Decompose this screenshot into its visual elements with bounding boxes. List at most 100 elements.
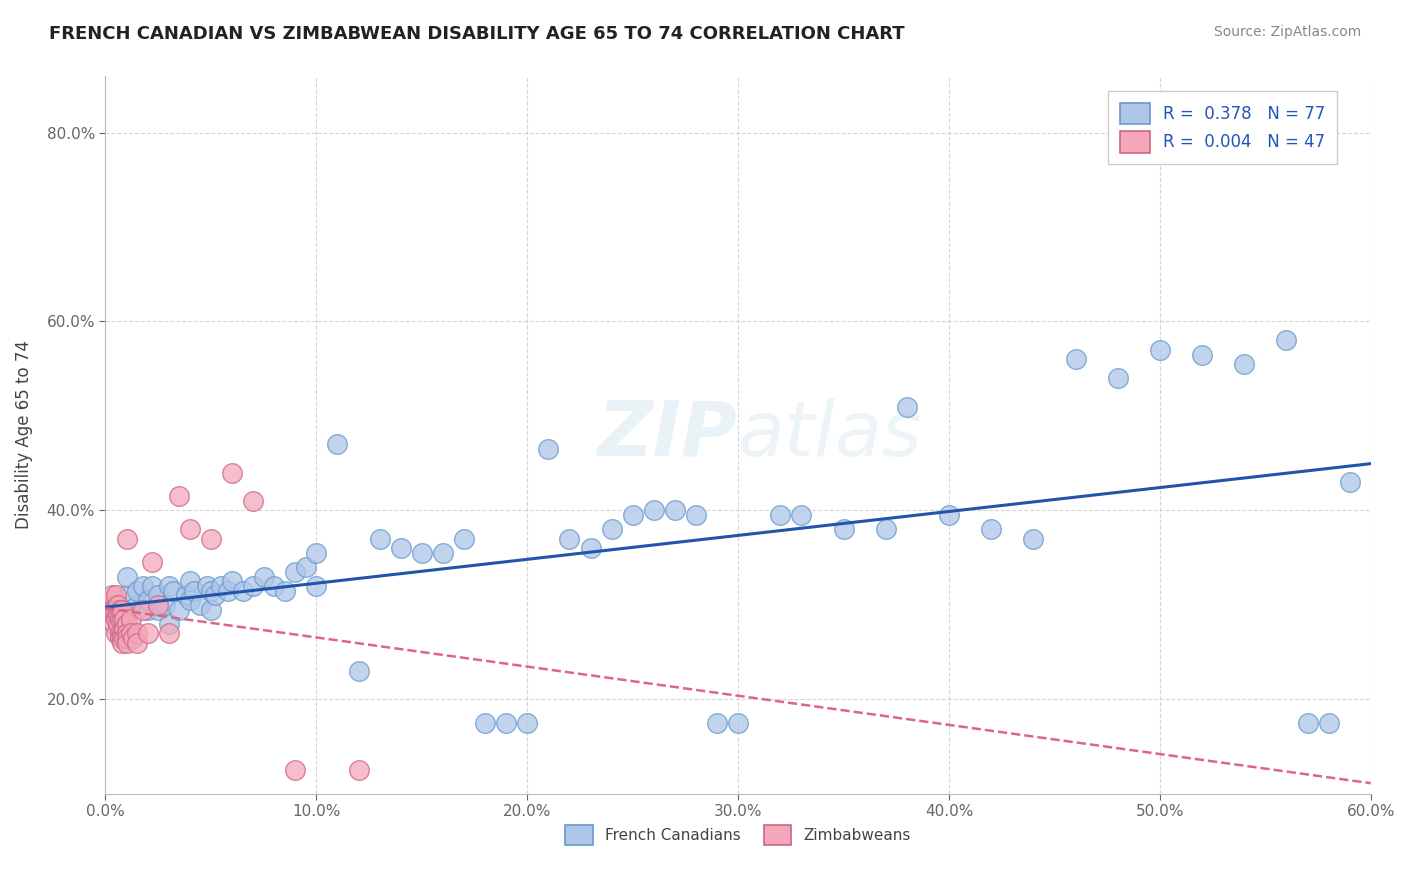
Point: [103, 616, 125, 631]
Point: [162, 583, 184, 598]
Point: [157, 626, 180, 640]
Point: [141, 555, 163, 569]
Point: [221, 574, 243, 589]
Point: [1275, 334, 1298, 348]
Point: [107, 598, 129, 612]
Point: [120, 626, 142, 640]
Point: [305, 546, 328, 560]
Point: [1317, 716, 1340, 731]
Point: [347, 764, 370, 778]
Point: [242, 579, 264, 593]
Point: [115, 607, 138, 622]
Point: [110, 631, 132, 645]
Point: [769, 508, 792, 523]
Point: [115, 631, 138, 645]
Point: [495, 716, 517, 731]
Point: [136, 602, 159, 616]
Point: [242, 494, 264, 508]
Point: [115, 532, 138, 546]
Point: [1191, 347, 1213, 361]
Point: [1107, 371, 1129, 385]
Text: FRENCH CANADIAN VS ZIMBABWEAN DISABILITY AGE 65 TO 74 CORRELATION CHART: FRENCH CANADIAN VS ZIMBABWEAN DISABILITY…: [49, 25, 905, 43]
Point: [295, 560, 318, 574]
Point: [169, 602, 191, 616]
Point: [115, 636, 138, 650]
Point: [284, 565, 307, 579]
Point: [183, 583, 205, 598]
Point: [157, 579, 180, 593]
Point: [832, 522, 855, 536]
Point: [200, 583, 222, 598]
Point: [157, 616, 180, 631]
Point: [706, 716, 728, 731]
Point: [326, 437, 349, 451]
Point: [1149, 343, 1171, 357]
Point: [389, 541, 412, 556]
Text: atlas: atlas: [738, 398, 922, 472]
Point: [274, 583, 297, 598]
Point: [120, 626, 142, 640]
Point: [200, 532, 222, 546]
Point: [110, 602, 132, 616]
Point: [110, 612, 132, 626]
Point: [537, 442, 560, 456]
Point: [103, 602, 125, 616]
Point: [600, 522, 623, 536]
Point: [111, 612, 134, 626]
Point: [875, 522, 897, 536]
Point: [1064, 352, 1087, 367]
Point: [114, 612, 135, 626]
Point: [115, 589, 138, 603]
Point: [453, 532, 475, 546]
Point: [110, 626, 132, 640]
Point: [101, 589, 124, 603]
Point: [579, 541, 602, 556]
Point: [127, 598, 149, 612]
Point: [284, 764, 307, 778]
Point: [1233, 357, 1256, 371]
Point: [980, 522, 1002, 536]
Point: [179, 522, 201, 536]
Point: [115, 616, 138, 631]
Point: [105, 598, 127, 612]
Point: [105, 602, 127, 616]
Point: [231, 583, 254, 598]
Point: [174, 589, 197, 603]
Point: [105, 626, 127, 640]
Point: [111, 602, 134, 616]
Point: [127, 636, 149, 650]
Point: [195, 579, 218, 593]
Point: [169, 489, 191, 503]
Point: [368, 532, 391, 546]
Point: [221, 466, 243, 480]
Point: [107, 607, 129, 622]
Point: [111, 626, 134, 640]
Point: [136, 626, 159, 640]
Point: [1339, 475, 1361, 489]
Point: [621, 508, 644, 523]
Point: [153, 598, 176, 612]
Point: [790, 508, 813, 523]
Point: [111, 631, 134, 645]
Point: [558, 532, 581, 546]
Point: [347, 664, 370, 678]
Point: [148, 589, 170, 603]
Point: [115, 569, 138, 583]
Point: [101, 593, 124, 607]
Point: [263, 579, 285, 593]
Point: [114, 631, 135, 645]
Point: [179, 574, 201, 589]
Point: [685, 508, 707, 523]
Point: [127, 626, 149, 640]
Point: [896, 400, 918, 414]
Point: [136, 593, 159, 607]
Text: Source: ZipAtlas.com: Source: ZipAtlas.com: [1213, 25, 1361, 39]
Point: [211, 579, 233, 593]
Point: [411, 546, 433, 560]
Point: [141, 579, 163, 593]
Point: [148, 598, 170, 612]
Text: ZIP: ZIP: [599, 398, 738, 472]
Point: [664, 503, 686, 517]
Point: [253, 569, 276, 583]
Point: [200, 602, 222, 616]
